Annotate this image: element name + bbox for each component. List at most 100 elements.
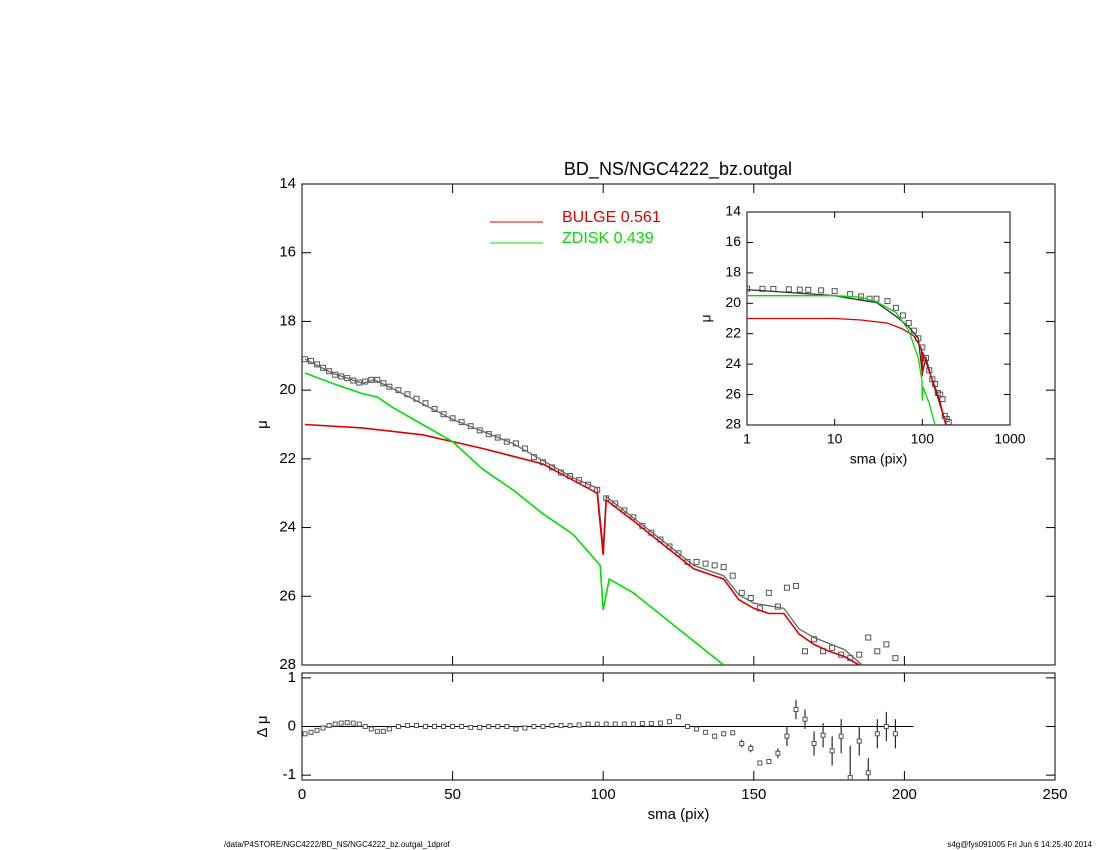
data-point (792, 582, 799, 589)
residual-point (549, 723, 555, 729)
residual-point (374, 728, 380, 734)
residual-point (703, 729, 709, 735)
residual-point (362, 724, 368, 729)
residual-point (344, 720, 350, 726)
residual-point (395, 724, 401, 729)
residual-point (567, 723, 573, 729)
residual-point (784, 733, 790, 739)
x-tick-label: 100 (591, 786, 616, 803)
data-point (785, 286, 792, 293)
residual-point (639, 721, 645, 727)
residual-point (585, 721, 591, 727)
residual-point (522, 725, 528, 731)
y-tick-label: 20 (725, 294, 741, 310)
x-axis-label: sma (pix) (850, 451, 908, 467)
y-tick-label: 1 (288, 669, 296, 686)
data-point (326, 368, 333, 375)
residual-point (477, 724, 483, 730)
data-point (865, 634, 872, 641)
residual-point (621, 721, 627, 727)
y-tick-label: 20 (279, 381, 296, 398)
x-tick-label: 1000 (994, 431, 1025, 447)
y-axis-label: Δ μ (254, 715, 271, 737)
x-tick-label: 10 (827, 431, 843, 447)
residual-point (802, 716, 808, 722)
residual-point (730, 730, 736, 736)
residual-point (368, 726, 374, 732)
x-tick-label: 200 (892, 786, 917, 803)
y-tick-label: 18 (279, 312, 296, 329)
y-tick-label: 14 (279, 175, 296, 192)
profile-line (304, 372, 725, 665)
residual-point (694, 726, 700, 732)
x-tick-label: 100 (911, 431, 935, 447)
y-tick-label: -1 (283, 766, 296, 783)
residual-point (612, 721, 618, 727)
data-point (747, 285, 750, 292)
residual-point (450, 724, 456, 729)
residual-point (350, 720, 356, 726)
residual-point (630, 721, 636, 727)
data-point (494, 434, 501, 441)
footer-path: /data/P4STORE/NGC4222/BD_NS/NGC4222_bz.o… (224, 840, 451, 849)
residual-point (775, 750, 781, 756)
data-point (883, 641, 890, 648)
residual-point (338, 720, 344, 726)
x-tick-label: 0 (298, 786, 306, 803)
y-tick-label: 22 (279, 450, 296, 467)
residual-point (829, 748, 835, 754)
residual-point (856, 738, 862, 744)
y-tick-label: 26 (279, 587, 296, 604)
data-point (476, 427, 483, 434)
profile-line (304, 358, 863, 665)
x-tick-label: 1 (743, 431, 751, 447)
residual-point (657, 720, 663, 726)
residual-point (422, 724, 428, 729)
residual-point (603, 721, 609, 727)
plot-frame (301, 183, 1056, 666)
data-point (693, 558, 700, 565)
x-tick-label: 150 (741, 786, 766, 803)
residual-point (811, 741, 817, 747)
residual-point (302, 731, 308, 737)
y-axis-label: μ (254, 420, 271, 429)
residual-point (459, 724, 465, 729)
residual-point (558, 723, 564, 729)
residual-point (865, 770, 871, 776)
data-point (711, 562, 718, 569)
data-point (765, 589, 772, 596)
data-point (939, 396, 946, 403)
data-point (945, 418, 952, 425)
residual-point (739, 741, 745, 747)
residual-point (676, 714, 681, 720)
residual-point (486, 724, 492, 729)
y-tick-label: 24 (279, 519, 296, 536)
data-point (811, 636, 818, 643)
data-point (892, 304, 899, 311)
residual-point (874, 731, 880, 737)
y-tick-label: 24 (725, 355, 741, 371)
data-point (905, 320, 912, 327)
profile-line (747, 295, 936, 425)
residual-point (721, 731, 727, 737)
y-axis-label: μ (698, 314, 714, 322)
data-point (818, 287, 825, 294)
residual-point (712, 733, 718, 739)
data-point (702, 560, 709, 567)
footer-stamp: s4g@fys091005 Fri Jun 6 14:25:40 2014 (947, 840, 1092, 849)
residual-point (441, 724, 447, 729)
profile-line (747, 317, 947, 425)
y-tick-label: 28 (725, 416, 741, 432)
residual-point (766, 759, 772, 765)
plot-area (747, 285, 952, 425)
residual-point (540, 724, 546, 729)
residual-point (685, 724, 691, 729)
residual-point (793, 706, 799, 712)
data-point (738, 589, 745, 596)
residual-point (666, 719, 672, 725)
data-point (729, 572, 736, 579)
residual-point (748, 745, 754, 751)
residual-point (308, 729, 314, 735)
residual-point (847, 775, 853, 780)
